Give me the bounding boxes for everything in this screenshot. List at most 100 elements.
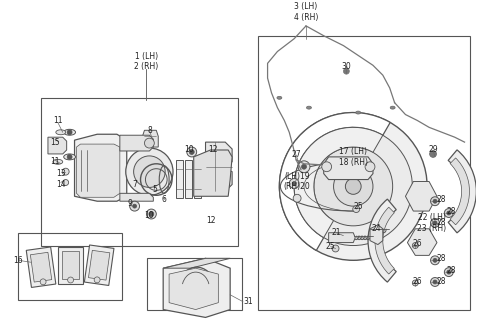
Text: 26: 26 [412, 277, 422, 287]
Text: 12: 12 [209, 145, 218, 155]
Circle shape [279, 112, 427, 260]
Polygon shape [120, 135, 153, 151]
Polygon shape [163, 258, 230, 268]
Text: 28: 28 [447, 266, 456, 274]
Text: 24: 24 [371, 224, 381, 233]
Wedge shape [448, 150, 476, 233]
Text: 13: 13 [56, 169, 66, 178]
Circle shape [431, 256, 439, 265]
Circle shape [433, 280, 437, 284]
Wedge shape [368, 199, 396, 282]
Text: 6: 6 [162, 195, 167, 204]
Circle shape [63, 180, 69, 185]
Circle shape [189, 150, 194, 155]
Bar [18, 233, 122, 300]
Polygon shape [185, 160, 192, 198]
Text: 28: 28 [447, 207, 456, 215]
Text: 25: 25 [353, 202, 363, 211]
Polygon shape [205, 142, 232, 167]
Polygon shape [84, 245, 114, 286]
Circle shape [365, 162, 375, 172]
Circle shape [433, 199, 437, 203]
Wedge shape [279, 112, 390, 250]
Circle shape [94, 277, 100, 283]
Polygon shape [26, 247, 56, 288]
Polygon shape [163, 258, 230, 318]
Circle shape [149, 212, 154, 216]
Text: 15: 15 [50, 138, 60, 147]
Bar [147, 258, 242, 310]
Polygon shape [169, 268, 218, 310]
Circle shape [444, 209, 453, 217]
Ellipse shape [390, 106, 395, 109]
Circle shape [40, 279, 46, 285]
Polygon shape [76, 144, 120, 197]
Bar [41, 98, 238, 245]
Ellipse shape [53, 159, 63, 164]
Circle shape [346, 179, 361, 194]
Text: 28: 28 [436, 195, 445, 204]
Text: 11: 11 [50, 157, 60, 166]
Text: 29: 29 [428, 145, 438, 155]
Circle shape [433, 258, 437, 262]
Circle shape [130, 201, 140, 211]
Ellipse shape [64, 154, 75, 160]
Text: 10: 10 [184, 145, 193, 155]
Polygon shape [324, 157, 373, 180]
Text: 31: 31 [243, 297, 252, 306]
Text: (LH)19
(RH)20: (LH)19 (RH)20 [284, 172, 311, 191]
Text: 17 (LH)
18 (RH): 17 (LH) 18 (RH) [339, 147, 368, 167]
Wedge shape [375, 207, 395, 274]
Circle shape [68, 277, 73, 283]
Polygon shape [74, 134, 127, 201]
Polygon shape [329, 233, 355, 243]
Ellipse shape [306, 106, 312, 109]
Text: 1 (LH)
2 (RH): 1 (LH) 2 (RH) [134, 52, 158, 71]
Circle shape [433, 221, 437, 225]
Circle shape [447, 270, 451, 274]
Circle shape [187, 147, 197, 157]
Circle shape [62, 168, 69, 175]
Text: 3 (LH)
4 (RH): 3 (LH) 4 (RH) [294, 2, 318, 22]
Circle shape [322, 162, 332, 172]
Text: 7: 7 [132, 180, 137, 189]
Text: 30: 30 [341, 62, 351, 71]
Circle shape [144, 138, 154, 148]
Polygon shape [88, 250, 110, 280]
Circle shape [301, 164, 306, 169]
Circle shape [294, 127, 412, 245]
Polygon shape [370, 225, 383, 244]
Polygon shape [143, 130, 158, 147]
Circle shape [126, 148, 173, 195]
Polygon shape [176, 160, 183, 198]
Polygon shape [408, 229, 437, 255]
Circle shape [146, 209, 156, 219]
Circle shape [332, 245, 339, 252]
Text: 21: 21 [332, 228, 341, 237]
Circle shape [431, 218, 439, 227]
Circle shape [67, 130, 72, 135]
Ellipse shape [64, 129, 75, 135]
Circle shape [412, 243, 418, 248]
Circle shape [430, 151, 436, 157]
Text: 12: 12 [206, 216, 215, 225]
Circle shape [444, 268, 453, 276]
Bar [258, 36, 470, 310]
Wedge shape [450, 158, 469, 225]
Polygon shape [62, 251, 80, 279]
Circle shape [67, 155, 72, 159]
Text: 8: 8 [147, 126, 152, 135]
Circle shape [334, 167, 373, 206]
Text: 5: 5 [152, 185, 157, 194]
Text: 28: 28 [436, 277, 445, 287]
Circle shape [447, 211, 451, 215]
Text: 11: 11 [53, 116, 62, 125]
Circle shape [133, 156, 165, 187]
Text: 28: 28 [436, 254, 445, 263]
Circle shape [353, 206, 360, 213]
Ellipse shape [56, 130, 66, 135]
Polygon shape [120, 193, 153, 201]
Polygon shape [30, 252, 52, 282]
Circle shape [289, 179, 299, 188]
Circle shape [314, 147, 393, 226]
